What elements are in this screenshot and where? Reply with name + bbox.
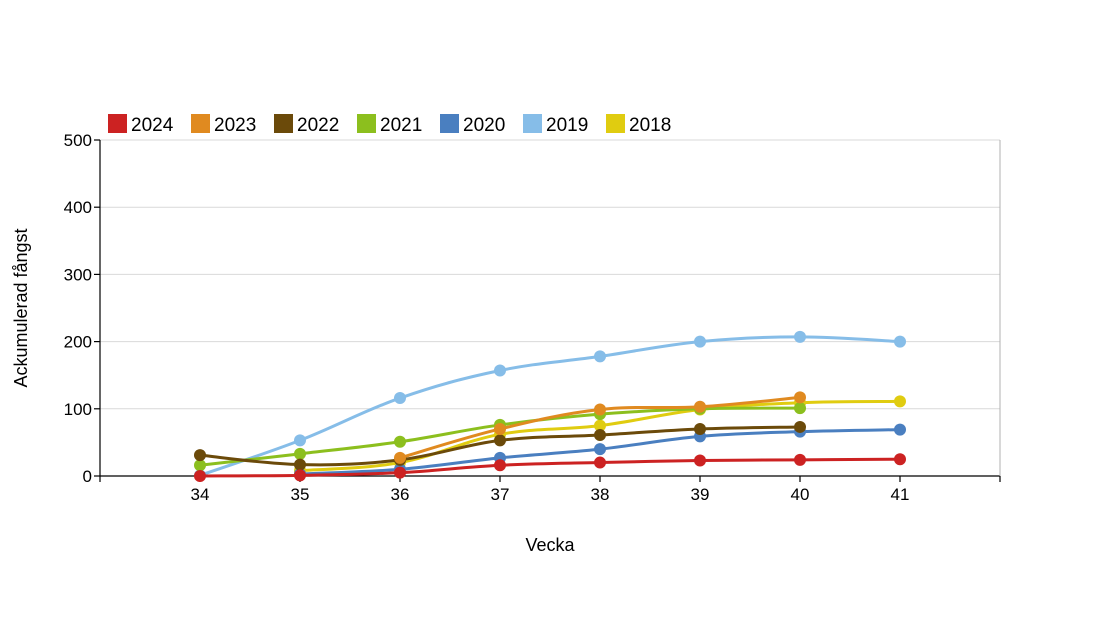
legend-swatch-2022 (274, 114, 293, 133)
data-point-2024 (494, 459, 506, 472)
y-tick-label: 200 (64, 333, 92, 352)
x-tick-label: 36 (391, 485, 410, 504)
y-tick-label: 500 (64, 131, 92, 150)
y-axis-title: Ackumulerad fångst (11, 228, 31, 387)
data-point-2021 (794, 402, 806, 415)
x-tick-label: 37 (491, 485, 510, 504)
data-point-2022 (194, 449, 206, 462)
legend-swatch-2018 (606, 114, 625, 133)
data-point-2019 (594, 350, 606, 363)
legend-swatch-2019 (523, 114, 542, 133)
x-tick-label: 41 (891, 485, 910, 504)
y-tick-label: 300 (64, 265, 92, 284)
y-axis-ticks: 0 100 200 300 400 500 (64, 131, 100, 486)
legend-swatch-2021 (357, 114, 376, 133)
data-point-2023 (494, 422, 506, 435)
data-point-2022 (294, 458, 306, 471)
data-point-2024 (694, 454, 706, 467)
data-point-2019 (794, 330, 806, 343)
data-point-2022 (494, 434, 506, 447)
x-tick-label: 38 (591, 485, 610, 504)
data-point-2023 (794, 391, 806, 404)
data-point-2019 (494, 364, 506, 377)
data-point-2024 (894, 453, 906, 466)
x-axis-title: Vecka (525, 535, 575, 555)
x-tick-label: 35 (291, 485, 310, 504)
data-point-2021 (394, 435, 406, 448)
legend-label-2018: 2018 (629, 115, 671, 136)
legend-label-2024: 2024 (131, 115, 174, 136)
data-point-2023 (694, 400, 706, 413)
legend-label-2022: 2022 (297, 115, 339, 136)
data-point-2020 (594, 443, 606, 456)
series-line-2019 (198, 335, 902, 477)
grid-lines (100, 139, 1000, 410)
data-point-2018 (594, 419, 606, 432)
data-point-2019 (394, 392, 406, 405)
legend-label-2019: 2019 (546, 115, 588, 136)
data-point-2024 (394, 466, 406, 479)
data-point-2024 (294, 469, 306, 482)
data-point-2023 (594, 403, 606, 416)
x-tick-label: 39 (691, 485, 710, 504)
legend-swatch-2020 (440, 114, 459, 133)
data-point-2019 (694, 335, 706, 348)
legend-label-2021: 2021 (380, 115, 422, 136)
data-point-2018 (894, 395, 906, 408)
x-axis-ticks: 34 35 36 37 38 39 40 41 (99, 476, 1001, 504)
data-point-2019 (894, 335, 906, 348)
data-point-2021 (194, 459, 206, 472)
data-point-2022 (794, 420, 806, 433)
data-point-2022 (694, 422, 706, 435)
data-point-2020 (894, 423, 906, 436)
x-tick-label: 34 (191, 485, 210, 504)
y-tick-label: 0 (83, 467, 92, 486)
y-tick-label: 100 (64, 400, 92, 419)
data-point-2019 (294, 434, 306, 447)
data-point-2022 (594, 429, 606, 442)
axes (99, 140, 1001, 477)
legend-swatch-2023 (191, 114, 210, 133)
y-tick-label: 400 (64, 198, 92, 217)
data-point-2024 (594, 456, 606, 469)
data-point-2023 (394, 451, 406, 464)
series-line-2024 (198, 457, 902, 478)
legend-label-2020: 2020 (463, 115, 505, 136)
series-lines (194, 330, 906, 482)
data-point-2021 (294, 447, 306, 460)
data-point-2024 (194, 470, 206, 482)
legend: 2024 2023 2022 2021 2020 2019 2018 (108, 114, 671, 136)
legend-label-2023: 2023 (214, 115, 256, 136)
data-point-2024 (794, 453, 806, 466)
legend-swatch-2024 (108, 114, 127, 133)
x-tick-label: 40 (791, 485, 810, 504)
